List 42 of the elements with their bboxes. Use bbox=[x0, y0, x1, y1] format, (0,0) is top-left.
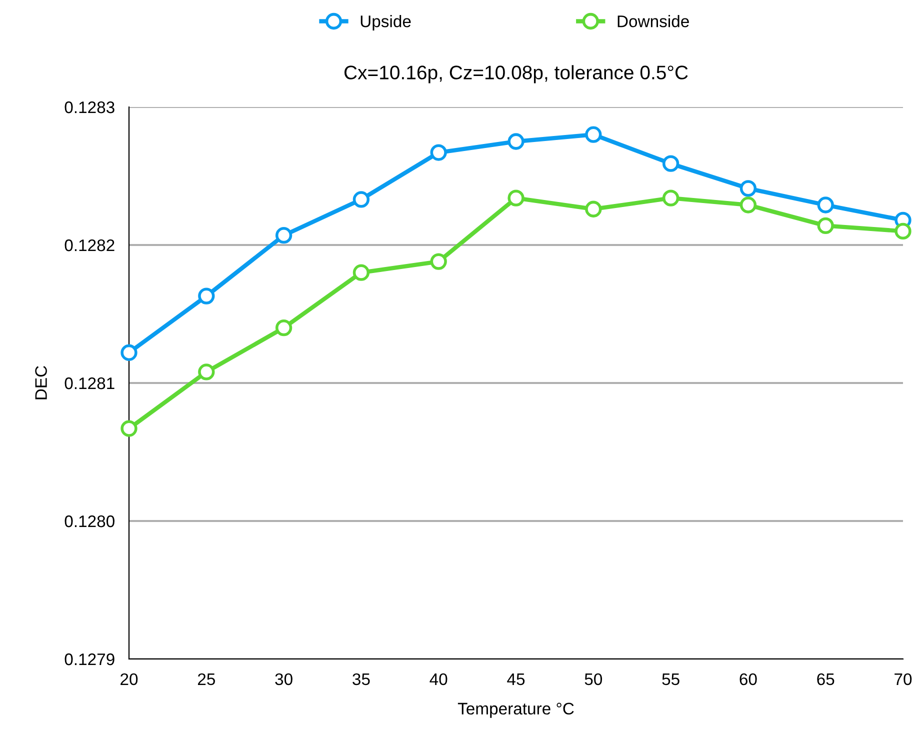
x-tick-label: 65 bbox=[817, 673, 834, 686]
x-tick-label: 35 bbox=[352, 673, 370, 686]
y-tick-label: 0.1283 bbox=[64, 101, 114, 114]
x-tick-label: 45 bbox=[507, 674, 525, 686]
x-tick-label: 55 bbox=[662, 674, 680, 686]
point bbox=[198, 364, 215, 380]
point bbox=[198, 288, 215, 304]
x-tick-label: 20 bbox=[120, 673, 138, 686]
point bbox=[120, 344, 138, 361]
point bbox=[508, 190, 524, 206]
point bbox=[430, 144, 447, 161]
y-tick-label: 0.1279 bbox=[64, 653, 114, 666]
x-tick-label: 30 bbox=[275, 673, 292, 686]
point bbox=[508, 133, 524, 150]
y-axis-title: DEC bbox=[35, 366, 47, 400]
point bbox=[662, 190, 680, 206]
x-tick-label: 40 bbox=[430, 673, 448, 686]
y-tick-label: 0.1282 bbox=[64, 239, 114, 252]
point bbox=[352, 191, 370, 208]
point bbox=[894, 222, 912, 240]
point bbox=[352, 264, 370, 281]
x-tick-label: 25 bbox=[198, 673, 215, 686]
point bbox=[430, 253, 447, 270]
x-axis-title: Temperature °C bbox=[458, 702, 574, 718]
point bbox=[275, 319, 292, 336]
legend-label: Upside bbox=[360, 15, 411, 31]
point bbox=[740, 180, 757, 197]
x-tick-label: 70 bbox=[894, 673, 912, 686]
point bbox=[817, 196, 834, 214]
y-tick-label: 0.1281 bbox=[64, 377, 114, 390]
x-tick-label: 50 bbox=[584, 673, 602, 686]
point bbox=[662, 155, 680, 172]
x-tick-label: 60 bbox=[740, 673, 757, 686]
point bbox=[275, 227, 292, 244]
point bbox=[817, 217, 834, 234]
point bbox=[740, 196, 757, 214]
y-tick-label: 0.1280 bbox=[64, 515, 114, 528]
legend-label: Downside bbox=[618, 15, 689, 28]
point bbox=[120, 420, 138, 437]
point bbox=[585, 200, 602, 218]
chart-title: Cx=10.16p, Cz=10.08p, tolerance 0.5°C bbox=[344, 65, 688, 84]
point bbox=[585, 126, 602, 143]
